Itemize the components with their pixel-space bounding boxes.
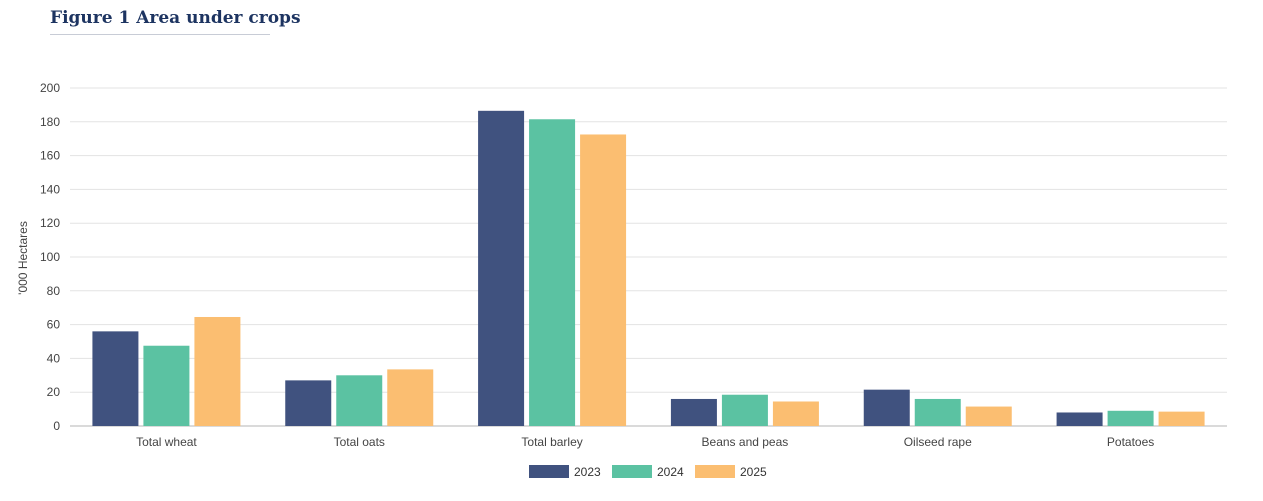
bar-2024 [143,345,190,426]
y-tick-label: 40 [47,351,61,365]
bar-2025 [1158,411,1205,426]
legend-label: 2024 [657,465,684,479]
legend-label: 2025 [740,465,767,479]
bar-2025 [194,316,241,426]
x-tick-label: Total wheat [136,435,197,449]
bar-2025 [580,134,627,426]
legend-swatch [612,465,652,478]
y-tick-label: 80 [47,284,61,298]
bar-2023 [670,398,717,426]
bars [92,110,1205,426]
bar-2023 [285,380,332,426]
bar-2025 [965,406,1012,426]
bar-2023 [478,110,525,426]
y-tick-label: 160 [40,149,60,163]
legend-label: 2023 [574,465,601,479]
bar-2025 [387,369,434,426]
figure-title: Figure 1 Area under crops [50,8,301,28]
bar-2024 [914,398,961,426]
y-tick-label: 120 [40,216,60,230]
x-tick-label: Total barley [521,435,582,449]
legend-item-2024[interactable]: 2024 [612,465,684,479]
bar-2023 [1056,412,1103,426]
y-tick-label: 60 [47,318,61,332]
y-tick-label: 0 [53,419,60,433]
title-block: Figure 1 Area under crops [50,8,301,35]
x-tick-label: Beans and peas [702,435,789,449]
y-axis-ticks: 0 20 40 60 80 100 120 140 160 180 200 [40,81,60,433]
bar-2023 [863,389,910,426]
legend-item-2025[interactable]: 2025 [695,465,767,479]
y-tick-label: 180 [40,115,60,129]
x-tick-label: Oilseed rape [904,435,972,449]
y-tick-label: 100 [40,250,60,264]
y-axis-title: '000 Hectares [16,221,30,295]
bar-2024 [529,119,576,426]
bar-2024 [721,394,768,426]
legend-item-2023[interactable]: 2023 [529,465,601,479]
x-axis-ticks: Total wheat Total oats Total barley Beans a… [136,435,1154,449]
bar-2023 [92,331,139,426]
bar-2024 [1107,410,1154,426]
y-tick-label: 20 [47,385,61,399]
gridlines [70,87,1227,427]
x-tick-label: Total oats [334,435,385,449]
y-tick-label: 140 [40,182,60,196]
bar-2024 [336,375,383,426]
y-tick-label: 200 [40,81,60,95]
legend[interactable]: 2023 2024 2025 [529,465,767,479]
bar-2025 [772,401,819,426]
legend-swatch [529,465,569,478]
legend-swatch [695,465,735,478]
x-tick-label: Potatoes [1107,435,1154,449]
